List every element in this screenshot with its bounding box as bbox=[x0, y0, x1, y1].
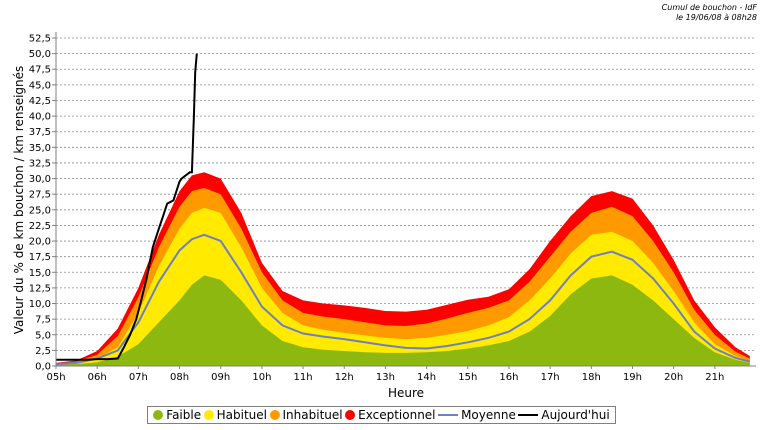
legend: Faible Habituel Inhabituel Exceptionnel … bbox=[147, 406, 616, 424]
legend-item-habituel: Habituel bbox=[203, 408, 267, 422]
x-tick-label: 15h bbox=[458, 372, 477, 383]
aujourdhui-swatch bbox=[518, 414, 539, 416]
y-tick-label: 52,5 bbox=[29, 34, 51, 45]
legend-item-moyenne: Moyenne bbox=[438, 408, 516, 422]
legend-label-faible: Faible bbox=[166, 408, 202, 422]
y-tick-label: 45,0 bbox=[29, 80, 51, 91]
moyenne-swatch bbox=[438, 414, 459, 416]
x-tick-label: 13h bbox=[376, 372, 395, 383]
x-tick-label: 10h bbox=[252, 372, 271, 383]
x-tick-label: 06h bbox=[88, 372, 107, 383]
x-tick-label: 18h bbox=[582, 372, 601, 383]
faible-swatch bbox=[153, 410, 164, 420]
line-series bbox=[55, 53, 751, 366]
exceptionnel-swatch bbox=[345, 410, 356, 420]
area-series bbox=[56, 172, 750, 366]
inhabituel-swatch bbox=[269, 410, 280, 420]
y-tick-labels: 0,0 2,5 5,0 7,5 10,0 12,5 15,0 17,5 20,0 22,5 25,0… bbox=[29, 34, 51, 373]
habituel-swatch bbox=[203, 410, 214, 420]
y-tick-label: 12,5 bbox=[29, 283, 51, 294]
y-tick-label: 15,0 bbox=[29, 268, 51, 279]
y-tick-label: 2,5 bbox=[35, 346, 51, 357]
legend-label-moyenne: Moyenne bbox=[461, 408, 516, 422]
y-tick-label: 7,5 bbox=[35, 315, 51, 326]
x-tick-label: 07h bbox=[129, 372, 148, 383]
x-tick-label: 12h bbox=[335, 372, 354, 383]
legend-label-habituel: Habituel bbox=[216, 408, 267, 422]
axes bbox=[52, 32, 756, 369]
x-tick-label: 20h bbox=[664, 372, 683, 383]
legend-label-aujourdhui: Aujourd'hui bbox=[541, 408, 610, 422]
line-aujourdhui bbox=[56, 53, 198, 361]
chart-date: le 19/06/08 à 08h28 bbox=[675, 13, 757, 22]
x-tick-label: 09h bbox=[211, 372, 230, 383]
x-tick-label: 05h bbox=[46, 372, 65, 383]
y-tick-label: 30,0 bbox=[29, 174, 51, 185]
legend-item-inhabituel: Inhabituel bbox=[269, 408, 343, 422]
x-tick-labels: 05h 06h 07h 08h 09h 10h 11h 12h 13h 14h 15h 16h 17h 1… bbox=[46, 372, 724, 383]
x-tick-label: 19h bbox=[623, 372, 642, 383]
line-moyenne bbox=[55, 233, 751, 366]
y-tick-label: 0,0 bbox=[35, 362, 51, 373]
x-tick-label: 14h bbox=[417, 372, 436, 383]
y-tick-label: 22,5 bbox=[29, 221, 51, 232]
x-tick-label: 17h bbox=[541, 372, 560, 383]
y-tick-label: 50,0 bbox=[29, 49, 51, 60]
x-axis-label: Heure bbox=[388, 386, 424, 400]
x-tick-label: 16h bbox=[499, 372, 518, 383]
x-tick-label: 21h bbox=[705, 372, 724, 383]
y-tick-label: 35,0 bbox=[29, 143, 51, 154]
y-tick-label: 25,0 bbox=[29, 205, 51, 216]
y-tick-label: 42,5 bbox=[29, 96, 51, 107]
y-tick-label: 40,0 bbox=[29, 112, 51, 123]
chart-title: Cumul de bouchon - IdF bbox=[661, 3, 757, 12]
y-tick-label: 37,5 bbox=[29, 127, 51, 138]
legend-item-aujourdhui: Aujourd'hui bbox=[518, 408, 610, 422]
y-tick-label: 32,5 bbox=[29, 158, 51, 169]
y-tick-label: 47,5 bbox=[29, 65, 51, 76]
y-tick-label: 17,5 bbox=[29, 252, 51, 263]
legend-item-faible: Faible bbox=[153, 408, 201, 422]
area-faible bbox=[56, 275, 750, 366]
y-tick-label: 5,0 bbox=[35, 330, 51, 341]
x-tick-label: 11h bbox=[294, 372, 313, 383]
legend-item-exceptionnel: Exceptionnel bbox=[345, 408, 436, 422]
legend-label-inhabituel: Inhabituel bbox=[282, 408, 343, 422]
y-axis-label: Valeur du % de km bouchon / km renseigné… bbox=[12, 66, 26, 335]
legend-label-exceptionnel: Exceptionnel bbox=[358, 408, 436, 422]
y-tick-label: 20,0 bbox=[29, 237, 51, 248]
y-tick-label: 10,0 bbox=[29, 299, 51, 310]
y-tick-label: 27,5 bbox=[29, 190, 51, 201]
x-tick-label: 08h bbox=[170, 372, 189, 383]
